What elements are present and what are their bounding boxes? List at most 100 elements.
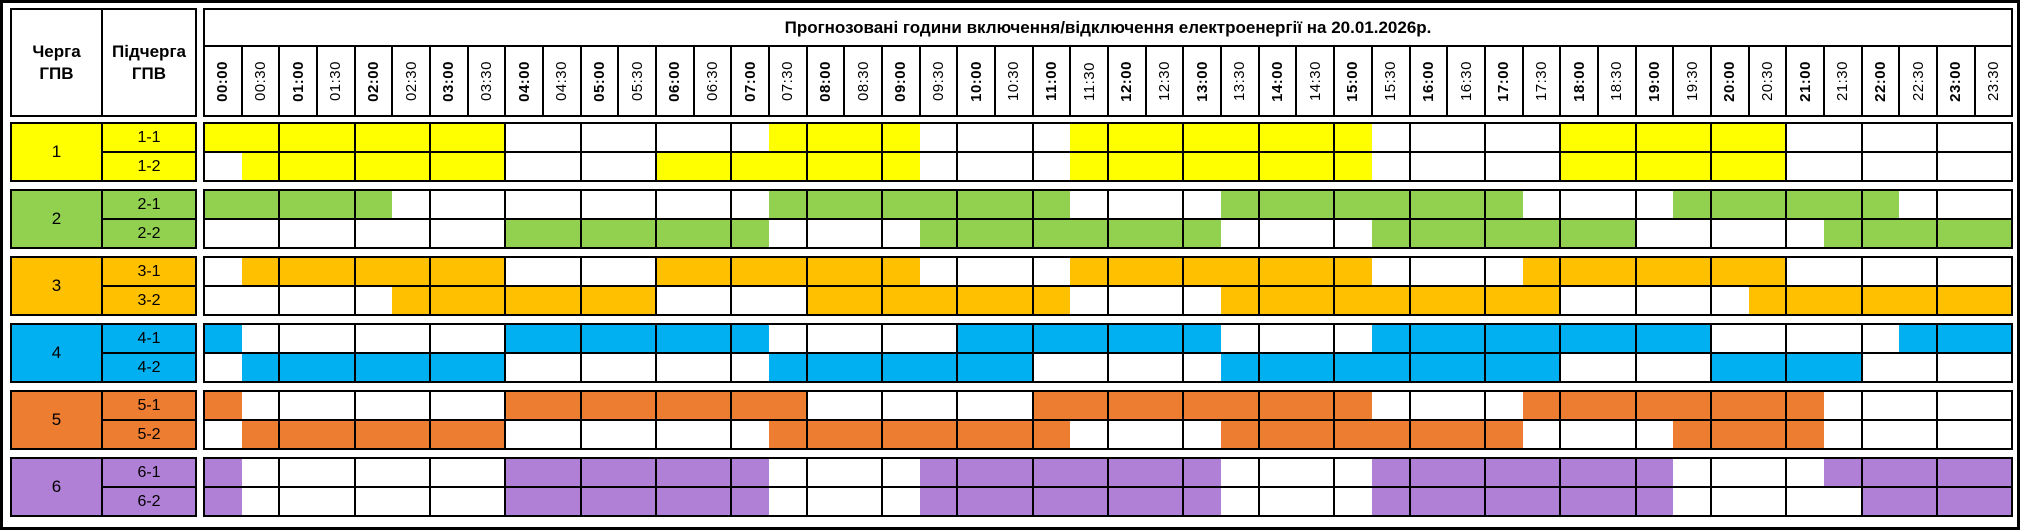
slot-cell: [919, 488, 957, 515]
slot-cell: [1070, 153, 1108, 180]
slot-cell: [1673, 258, 1710, 285]
slot-cell: [1748, 392, 1786, 419]
time-label-cell: 13:00: [1182, 47, 1220, 115]
slot-cell: [1296, 191, 1334, 218]
slot-cell: [241, 258, 279, 285]
slot-cell: [844, 153, 882, 180]
slot-cell: [1597, 488, 1635, 515]
slot-cell: [241, 421, 279, 448]
slot-cell: [1257, 191, 1297, 218]
time-label-cell: 20:30: [1747, 47, 1786, 115]
slot-cell: [1559, 287, 1598, 314]
slot-cell: [241, 459, 279, 486]
time-label-cell: 06:30: [692, 47, 731, 115]
slot-cell: [392, 287, 430, 314]
time-label: 16:00: [1419, 60, 1437, 102]
slot-cell: [1860, 258, 1900, 285]
slot-cell: [392, 354, 430, 381]
slot-cell: [1221, 488, 1258, 515]
slot-cell: [693, 153, 731, 180]
slot-cell: [844, 392, 882, 419]
slot-cell: [1182, 287, 1222, 314]
schedule-row-3-2: [205, 285, 2012, 314]
time-label: 10:30: [1005, 60, 1023, 102]
slot-cell: [1899, 153, 1936, 180]
slot-cell: [1522, 354, 1560, 381]
slot-cell: [1145, 354, 1183, 381]
slot-cell: [1483, 287, 1523, 314]
slot-cell: [1709, 488, 1749, 515]
slot-cell: [278, 220, 318, 247]
slot-cell: [1257, 488, 1297, 515]
slot-cell: [579, 488, 619, 515]
slot-cell: [1371, 459, 1409, 486]
slot-cell: [241, 325, 279, 352]
time-label-cell: 08:30: [843, 47, 881, 115]
subqueue-column: 5-1 5-2: [103, 392, 195, 448]
slot-cell: [1823, 124, 1861, 151]
time-label-cell: 13:30: [1220, 47, 1258, 115]
slot-cell: [1296, 325, 1334, 352]
time-label: 16:30: [1457, 60, 1475, 102]
slot-cell: [1559, 124, 1598, 151]
slot-cell: [353, 392, 393, 419]
subqueue-column: 3-1 3-2: [103, 258, 195, 314]
slot-cell: [317, 191, 354, 218]
slot-cell: [618, 459, 656, 486]
slot-cell: [1257, 325, 1297, 352]
slot-cell: [881, 153, 920, 180]
slot-cell: [467, 459, 505, 486]
slot-cell: [805, 153, 845, 180]
slot-cell: [1748, 124, 1786, 151]
queue-label-block: 1 1-1 1-2: [10, 122, 197, 182]
queue-schedule-grid: [203, 390, 2013, 450]
time-label-cell: 00:30: [240, 47, 279, 115]
slot-cell: [205, 325, 242, 352]
slot-cell: [769, 191, 806, 218]
slot-cell: [1597, 459, 1635, 486]
slot-cell: [1974, 287, 2012, 314]
slot-cell: [1447, 191, 1484, 218]
slot-cell: [730, 124, 770, 151]
slot-cell: [1673, 220, 1710, 247]
slot-cell: [881, 421, 920, 448]
slot-cell: [1935, 287, 1975, 314]
slot-cell: [769, 459, 806, 486]
time-label-cell: 16:00: [1408, 47, 1447, 115]
slot-cell: [1296, 258, 1334, 285]
slot-cell: [1823, 287, 1861, 314]
subqueue-column: 1-1 1-2: [103, 124, 195, 180]
time-label-cell: 00:00: [205, 47, 241, 115]
slot-cell: [805, 258, 845, 285]
slot-cell: [1748, 191, 1786, 218]
slot-cell: [844, 220, 882, 247]
slot-cell: [1522, 459, 1560, 486]
time-label: 20:30: [1758, 60, 1776, 102]
slot-cell: [278, 153, 318, 180]
slot-cell: [1709, 421, 1749, 448]
slot-cell: [1333, 459, 1372, 486]
slot-cell: [844, 459, 882, 486]
slot-cell: [956, 488, 996, 515]
slot-cell: [805, 325, 845, 352]
time-label-cell: 07:30: [768, 47, 806, 115]
slot-cell: [1371, 488, 1409, 515]
slot-cell: [1070, 258, 1108, 285]
slot-cell: [1709, 459, 1749, 486]
slot-cell: [1823, 459, 1861, 486]
slot-cell: [1257, 459, 1297, 486]
slot-cell: [1145, 459, 1183, 486]
slot-cell: [995, 354, 1032, 381]
slot-cell: [1522, 191, 1560, 218]
slot-cell: [353, 220, 393, 247]
slot-cell: [353, 191, 393, 218]
time-label-cell: 03:30: [466, 47, 505, 115]
slot-cell: [956, 220, 996, 247]
slot-cell: [1070, 220, 1108, 247]
slot-cell: [1673, 421, 1710, 448]
slot-cell: [1748, 421, 1786, 448]
slot-cell: [1333, 421, 1372, 448]
subqueue-label: 4-2: [103, 352, 195, 381]
time-label: 04:30: [553, 60, 571, 102]
slot-cell: [353, 421, 393, 448]
